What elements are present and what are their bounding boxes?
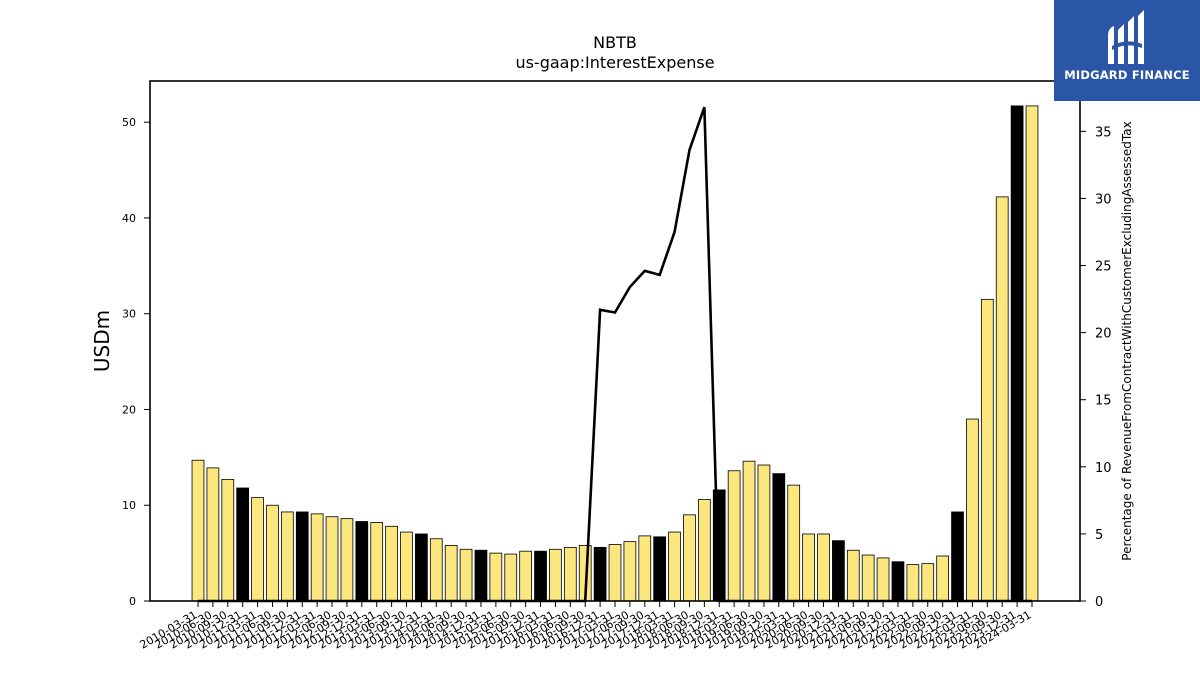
bar-2022-12-31: [951, 511, 964, 602]
bar-2012-06-30: [325, 516, 339, 602]
bar-2012-03-31: [310, 513, 324, 602]
bar-2010-06-30: [206, 467, 220, 602]
bar-2013-12-31: [415, 533, 428, 602]
bar-2023-06-30: [980, 298, 994, 602]
y-tick-label-left: 10: [122, 499, 136, 512]
bar-2010-03-31: [191, 459, 205, 602]
y-tick-label-left: 20: [122, 403, 136, 416]
bar-2012-09-30: [340, 518, 354, 602]
bar-2019-06-30: [742, 460, 756, 602]
bar-2014-03-31: [429, 538, 443, 602]
bar-2011-03-31: [251, 497, 264, 602]
bar-2016-12-31: [593, 546, 607, 602]
bar-2015-06-30: [504, 553, 518, 602]
midgard-logo-icon: [1108, 10, 1144, 64]
bar-2020-06-30: [802, 533, 815, 602]
bar-2021-03-31: [846, 549, 860, 602]
bar-2020-09-30: [817, 533, 830, 602]
chart-subtitle: us-gaap:InterestExpense: [515, 53, 714, 72]
bar-2021-09-30: [876, 557, 890, 602]
y-axis-label-right: Percentage of RevenueFromContractWithCus…: [1120, 121, 1134, 560]
brand-logo: MIDGARD FINANCE: [1054, 0, 1200, 101]
bar-2017-03-31: [608, 544, 622, 602]
bar-2018-03-31: [668, 531, 681, 602]
bar-2022-06-30: [921, 563, 935, 602]
bar-2015-09-30: [519, 550, 533, 602]
bar-2017-12-31: [653, 536, 667, 602]
y-axis-label-left: USDm: [90, 310, 114, 372]
bar-2013-06-30: [385, 525, 398, 602]
bar-2014-09-30: [459, 548, 473, 602]
y-tick-label-right: 25: [1095, 260, 1112, 275]
bar-2010-09-30: [221, 478, 235, 602]
bar-2023-12-31: [1010, 105, 1024, 602]
bar-2014-12-31: [474, 549, 488, 602]
y-tick-label-right: 35: [1095, 125, 1112, 140]
bar-2019-12-31: [772, 473, 786, 602]
y-tick-label-right: 10: [1095, 461, 1112, 476]
bar-2019-09-30: [757, 464, 771, 602]
y-axis-left: 0 10 20 30 40 50: [122, 116, 150, 608]
y-axis-right: 0 5 10 15 20 25 30 35: [1080, 125, 1112, 610]
bar-2018-06-30: [683, 514, 696, 602]
bar-2020-12-31: [832, 540, 845, 602]
bar-2017-06-30: [623, 541, 637, 602]
bar-2023-03-31: [966, 418, 979, 602]
bar-2011-06-30: [266, 504, 279, 602]
bar-2021-12-31: [891, 561, 905, 602]
bar-2013-09-30: [400, 531, 413, 602]
bar-2016-06-30: [563, 546, 577, 602]
brand-name: MIDGARD FINANCE: [1064, 68, 1190, 82]
bar-2014-06-30: [444, 545, 458, 602]
bar-2022-09-30: [936, 555, 950, 602]
x-axis: 2010-03-312010-06-302010-09-302010-12-31…: [138, 601, 1034, 652]
bar-2011-09-30: [280, 511, 294, 602]
y-tick-label-right: 30: [1095, 192, 1112, 207]
bar-2015-03-31: [489, 552, 503, 602]
bar-2012-12-31: [355, 521, 369, 602]
chart-title: NBTB: [593, 33, 637, 52]
bar-2021-06-30: [861, 554, 875, 602]
y-tick-label-left: 50: [122, 116, 136, 129]
bar-2023-09-30: [995, 196, 1009, 602]
bar-2019-03-31: [727, 470, 741, 602]
bar-2011-12-31: [295, 511, 309, 602]
bar-2018-09-30: [698, 499, 711, 602]
bar-2022-03-31: [906, 564, 920, 602]
y-tick-label-left: 40: [122, 212, 136, 225]
y-tick-label-right: 20: [1095, 327, 1112, 342]
bar-2013-03-31: [370, 522, 384, 602]
bar-2015-12-31: [534, 550, 547, 602]
bar-2024-03-31: [1025, 105, 1039, 602]
y-tick-label-right: 15: [1095, 394, 1112, 409]
bar-2016-03-31: [549, 548, 562, 602]
bar-2017-09-30: [638, 535, 652, 602]
bar-2020-03-31: [787, 484, 801, 602]
bars-layer: [191, 105, 1039, 602]
bar-2010-12-31: [236, 487, 250, 602]
y-tick-label-right: 5: [1095, 528, 1103, 543]
y-tick-label-right: 0: [1095, 595, 1103, 610]
y-tick-label-left: 0: [129, 595, 136, 608]
y-tick-label-left: 30: [122, 308, 136, 321]
